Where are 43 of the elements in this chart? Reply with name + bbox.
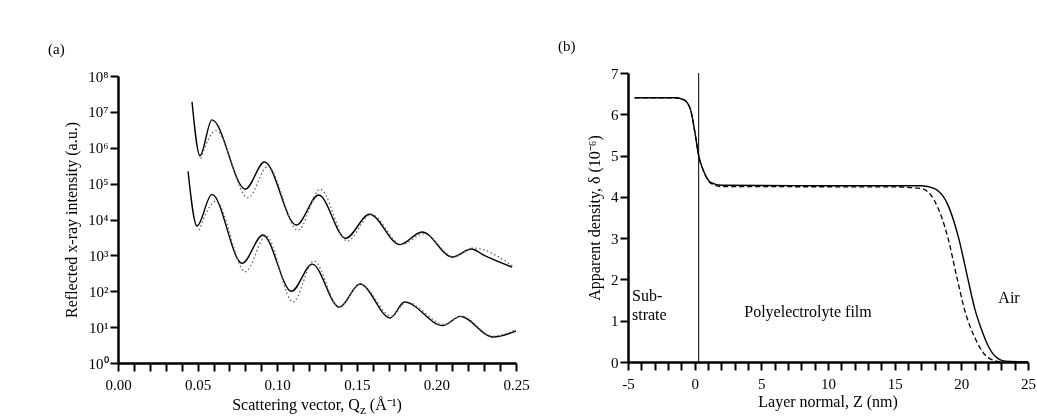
x-tick-label: 15 — [887, 375, 903, 392]
y-axis-title: Apparent density, δ (10⁻⁶) — [586, 135, 604, 301]
y-tick-label: 6 — [611, 106, 619, 123]
y-tick-label: 10⁶ — [88, 140, 109, 157]
annotation: Polyelectrolyte film — [744, 303, 873, 321]
x-tick-label: 25 — [1021, 375, 1036, 392]
y-tick-label: 10⁰ — [88, 355, 109, 372]
y-tick-label: 10⁴ — [88, 212, 109, 228]
y-tick-label: 3 — [611, 230, 619, 247]
x-axis-title: Layer normal, Z (nm) — [758, 393, 898, 411]
x-tick-label: 0.25 — [503, 376, 530, 393]
x-tick-label: 0.05 — [184, 376, 212, 393]
y-axis-title: Reflected x-ray intensity (a.u.) — [63, 122, 82, 318]
x-tick-label: 0.00 — [105, 376, 132, 393]
x-tick-label: 0.10 — [264, 376, 291, 393]
y-tick-label: 5 — [611, 148, 619, 165]
x-tick-label: -5 — [622, 375, 635, 392]
x-tick-label: 0.20 — [423, 376, 451, 393]
y-tick-label: 10⁵ — [88, 176, 109, 193]
annotation: Air — [998, 289, 1021, 306]
y-tick-label: 10¹ — [89, 319, 109, 336]
y-tick-label: 10² — [89, 283, 109, 300]
y-tick-label: 2 — [611, 271, 619, 288]
x-tick-label: 0.15 — [344, 376, 371, 393]
y-tick-label: 1 — [611, 313, 619, 330]
x-tick-label: 20 — [954, 375, 970, 392]
line-series — [198, 200, 516, 337]
line-series — [191, 101, 513, 268]
chart-title: (a) — [48, 41, 65, 58]
y-tick-label: 10⁸ — [88, 68, 109, 85]
chart-title: (b) — [558, 38, 576, 55]
y-tick-label: 4 — [611, 189, 619, 206]
line-series — [187, 170, 516, 338]
x-tick-label: 0 — [691, 375, 699, 392]
annotation: Sub- strate — [632, 287, 667, 323]
line-series — [200, 129, 514, 267]
x-tick-label: 10 — [821, 375, 836, 392]
y-tick-label: 7 — [611, 65, 619, 82]
y-tick-label: 10⁷ — [88, 104, 109, 121]
y-tick-label: 10³ — [89, 247, 109, 264]
y-tick-label: 0 — [611, 354, 619, 371]
x-axis-title: Scattering vector, Q$_{z}$ (Å⁻¹) — [232, 395, 402, 419]
x-tick-label: 5 — [758, 375, 766, 392]
